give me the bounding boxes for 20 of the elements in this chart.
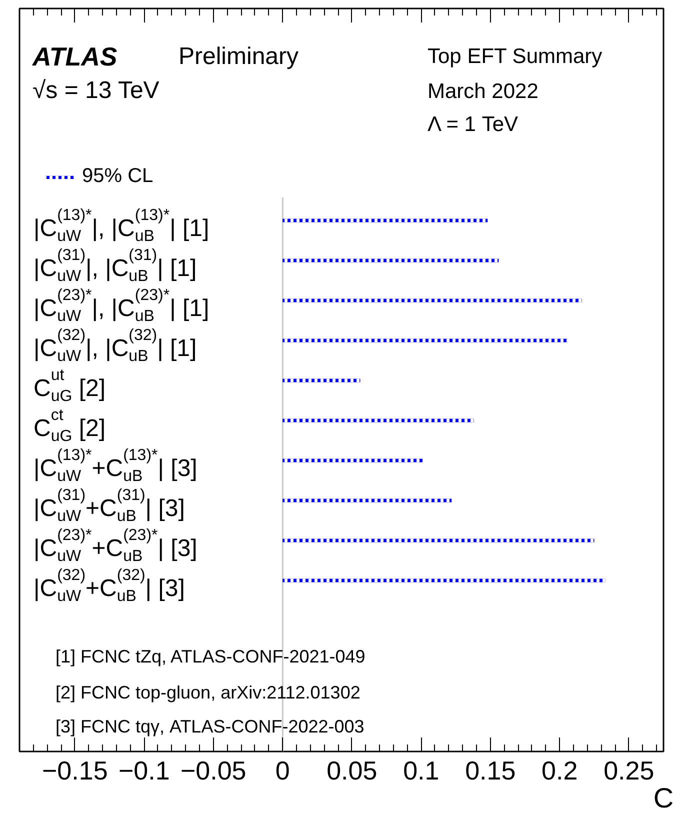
text: [2] FCNC top-gluon, arXiv:2112.01302	[56, 682, 360, 702]
text: March 2022	[428, 80, 538, 103]
x-tick-label: 0	[275, 756, 290, 786]
legend-label: 95% CL	[82, 165, 154, 188]
text: √s = 13 TeV	[32, 77, 160, 104]
x-tick-label: −0.05	[180, 756, 246, 786]
x-tick-label: 0.15	[465, 756, 516, 786]
x-tick-label: 0.1	[403, 756, 440, 786]
text: [3] FCNC tqγ, ATLAS-CONF-2022-003	[56, 716, 364, 736]
text: Λ = 1 TeV	[428, 113, 518, 136]
x-tick-label: 0.25	[604, 756, 654, 786]
text: Preliminary	[178, 43, 299, 70]
text: Top EFT Summary	[428, 45, 603, 68]
x-axis-title: C	[653, 782, 674, 814]
x-tick-label: −0.1	[118, 756, 170, 786]
chart-title: ATLAS	[32, 42, 118, 72]
text: [1] FCNC tZq, ATLAS-CONF-2021-049	[56, 646, 366, 666]
x-tick-label: 0.05	[326, 756, 378, 786]
x-tick-label: 0.2	[542, 756, 578, 786]
x-tick-label: −0.15	[42, 756, 108, 786]
